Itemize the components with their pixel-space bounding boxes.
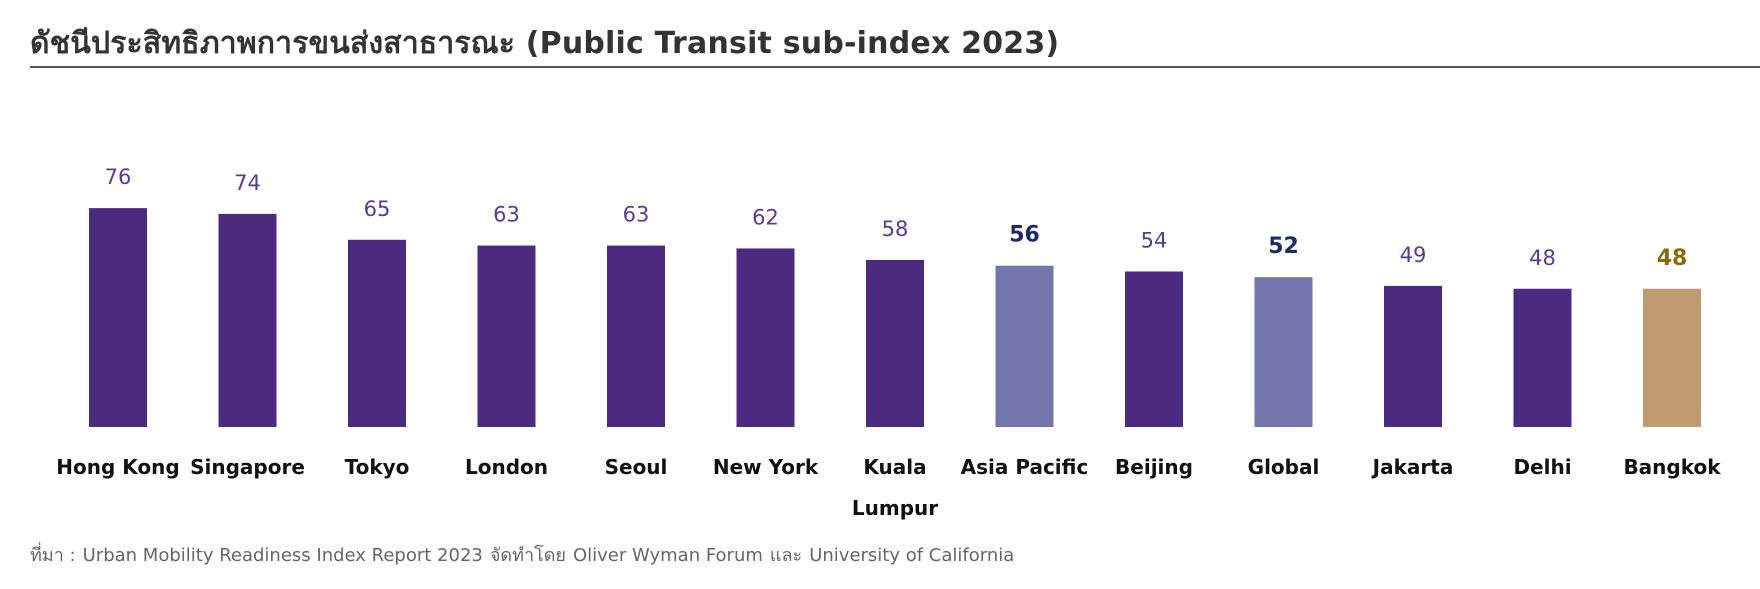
- bar-delhi: [1513, 288, 1572, 427]
- tick-label-kuala-lumpur-line-1: Kuala: [863, 455, 926, 479]
- source-made-by: จัดทำโดย: [489, 545, 566, 566]
- tick-label-kuala-lumpur-line-2: Lumpur: [852, 496, 938, 520]
- data-label-seoul: 63: [623, 203, 650, 227]
- data-label-tokyo: 65: [364, 197, 391, 221]
- tick-label-jakarta: Jakarta: [1371, 455, 1454, 479]
- bar-kuala-lumpur: [866, 259, 924, 427]
- source-prefix: ที่มา :: [30, 545, 76, 566]
- bar-beijing: [1125, 271, 1183, 427]
- data-label-asia-pacific: 56: [1009, 223, 1040, 248]
- bar-bangkok: [1643, 288, 1701, 427]
- tick-label-delhi: Delhi: [1513, 455, 1571, 479]
- data-label-hong-kong: 76: [105, 165, 132, 189]
- chart-title: ดัชนีประสิทธิภาพการขนส่งสาธารณะ (Public …: [30, 26, 1060, 61]
- tick-label-seoul: Seoul: [605, 455, 668, 479]
- tick-label-tokyo: Tokyo: [345, 455, 410, 479]
- bar-new-york: [736, 248, 795, 427]
- bar-asia-pacific: [995, 265, 1054, 427]
- data-label-london: 63: [493, 203, 520, 227]
- data-label-bangkok: 48: [1657, 246, 1688, 271]
- data-label-new-york: 62: [752, 205, 779, 229]
- tick-label-bangkok: Bangkok: [1623, 455, 1721, 479]
- bar-singapore: [218, 213, 277, 427]
- tick-label-hong-kong: Hong Kong: [56, 455, 179, 479]
- tick-label-new-york: New York: [713, 455, 819, 479]
- bar-jakarta: [1384, 285, 1442, 427]
- tick-label-london: London: [465, 455, 548, 479]
- bar-tokyo: [348, 239, 406, 427]
- source-and: และ: [769, 545, 803, 566]
- source-org-2: University of California: [809, 545, 1015, 566]
- data-label-kuala-lumpur: 58: [882, 217, 909, 241]
- data-label-beijing: 54: [1141, 228, 1168, 252]
- bar-seoul: [607, 245, 665, 427]
- bar-global: [1254, 277, 1313, 427]
- data-label-singapore: 74: [234, 171, 261, 195]
- tick-label-singapore: Singapore: [190, 455, 305, 479]
- bar-london: [477, 245, 536, 427]
- source-report: Urban Mobility Readiness Index Report 20…: [82, 545, 483, 566]
- source-note: ที่มา : Urban Mobility Readiness Index Re…: [30, 540, 1021, 569]
- tick-label-asia-pacific: Asia Pacific: [961, 455, 1089, 479]
- data-label-delhi: 48: [1529, 246, 1556, 270]
- source-org-1: Oliver Wyman Forum: [572, 545, 763, 566]
- data-label-global: 52: [1268, 234, 1299, 259]
- title-divider: [30, 66, 1760, 68]
- tick-label-beijing: Beijing: [1115, 455, 1193, 479]
- bar-hong-kong: [89, 208, 147, 427]
- data-label-jakarta: 49: [1400, 243, 1427, 267]
- tick-label-global: Global: [1248, 455, 1320, 479]
